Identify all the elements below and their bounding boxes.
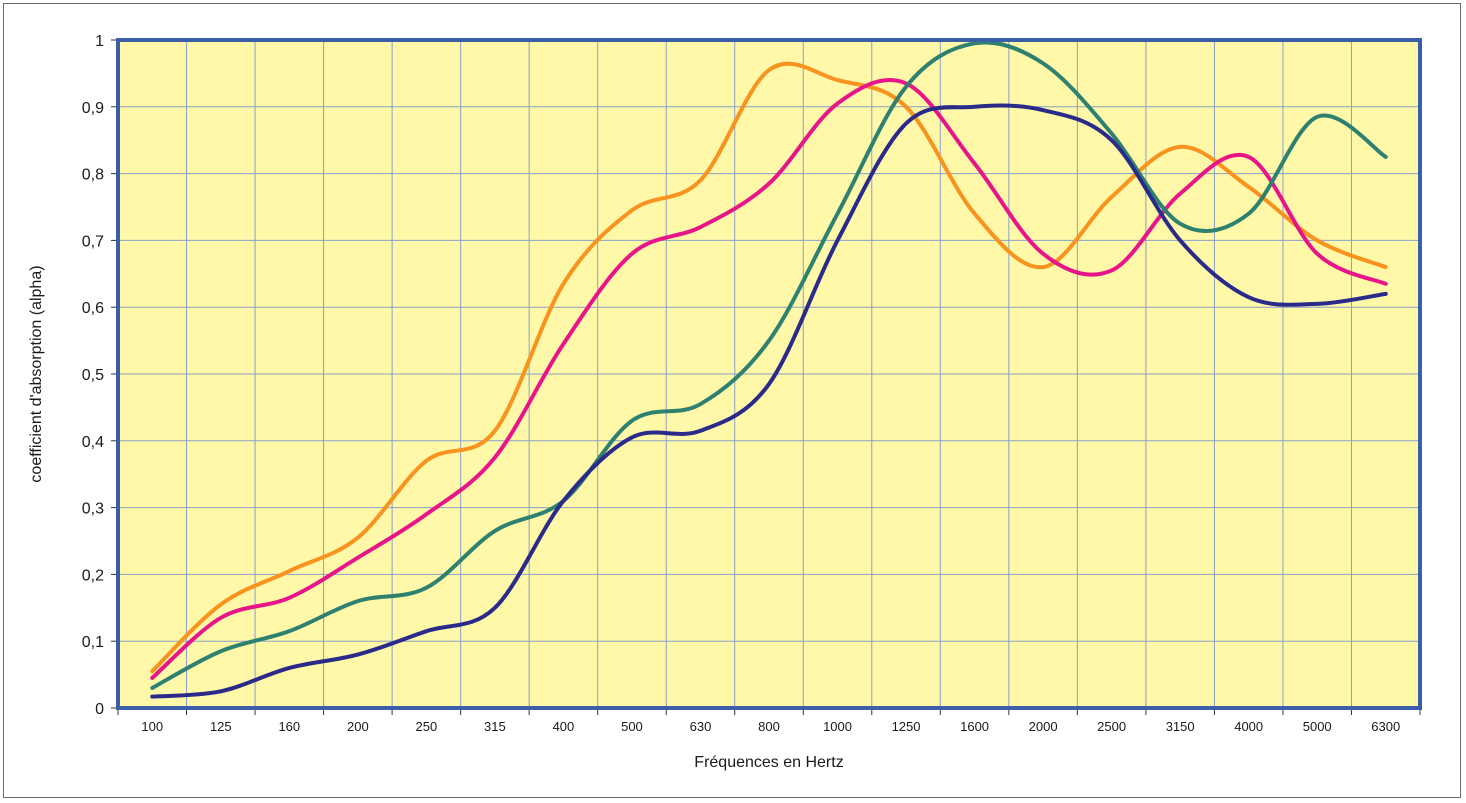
x-tick-label: 125	[210, 719, 232, 734]
x-tick-label: 6300	[1371, 719, 1400, 734]
x-tick-label: 2500	[1097, 719, 1126, 734]
x-tick-label: 100	[141, 719, 163, 734]
x-tick-label: 3150	[1166, 719, 1195, 734]
y-tick-label: 1	[95, 33, 104, 50]
series-line-2	[150, 77, 1388, 680]
y-axis: 0 0,1 0,2 0,3 0,4 0,5 0,6 0,7 0,8 0,9 1	[82, 33, 116, 718]
y-tick-label: 0,7	[82, 233, 104, 250]
x-tick-label: 500	[621, 719, 643, 734]
y-tick-label: 0,3	[82, 501, 104, 518]
y-tick-label: 0,4	[82, 434, 104, 451]
x-tick-label: 2000	[1029, 719, 1058, 734]
y-tick-label: 0,5	[82, 367, 104, 384]
x-tick-label: 250	[416, 719, 438, 734]
series-line-3	[150, 40, 1388, 690]
y-tick-label: 0,8	[82, 167, 104, 184]
plot-border	[116, 38, 1422, 710]
series-line-4	[150, 103, 1388, 699]
x-axis-title: Fréquences en Hertz	[694, 754, 843, 771]
x-tick-label: 400	[553, 719, 575, 734]
series-line-1	[150, 61, 1388, 674]
y-tick-label: 0,1	[82, 634, 104, 651]
x-tick-label: 5000	[1303, 719, 1332, 734]
x-tick-label: 4000	[1234, 719, 1263, 734]
x-tick-label: 630	[690, 719, 712, 734]
y-tick-label: 0,6	[82, 300, 104, 317]
x-tick-label: 1250	[892, 719, 921, 734]
y-tick-label: 0,9	[82, 100, 104, 117]
y-axis-title: coefficient d'absorption (alpha)	[28, 265, 45, 482]
x-tick-label: 1600	[960, 719, 989, 734]
y-tick-label: 0	[95, 701, 104, 718]
x-tick-label: 200	[347, 719, 369, 734]
x-axis: 100 125 160 200 250 315 400 500 630 800 1000 1250 16…	[117, 710, 1421, 734]
x-tick-label: 160	[278, 719, 300, 734]
x-tick-label: 1000	[823, 719, 852, 734]
x-tick-label: 315	[484, 719, 506, 734]
series-group	[150, 40, 1388, 699]
y-tick-label: 0,2	[82, 567, 104, 584]
x-tick-label: 800	[758, 719, 780, 734]
